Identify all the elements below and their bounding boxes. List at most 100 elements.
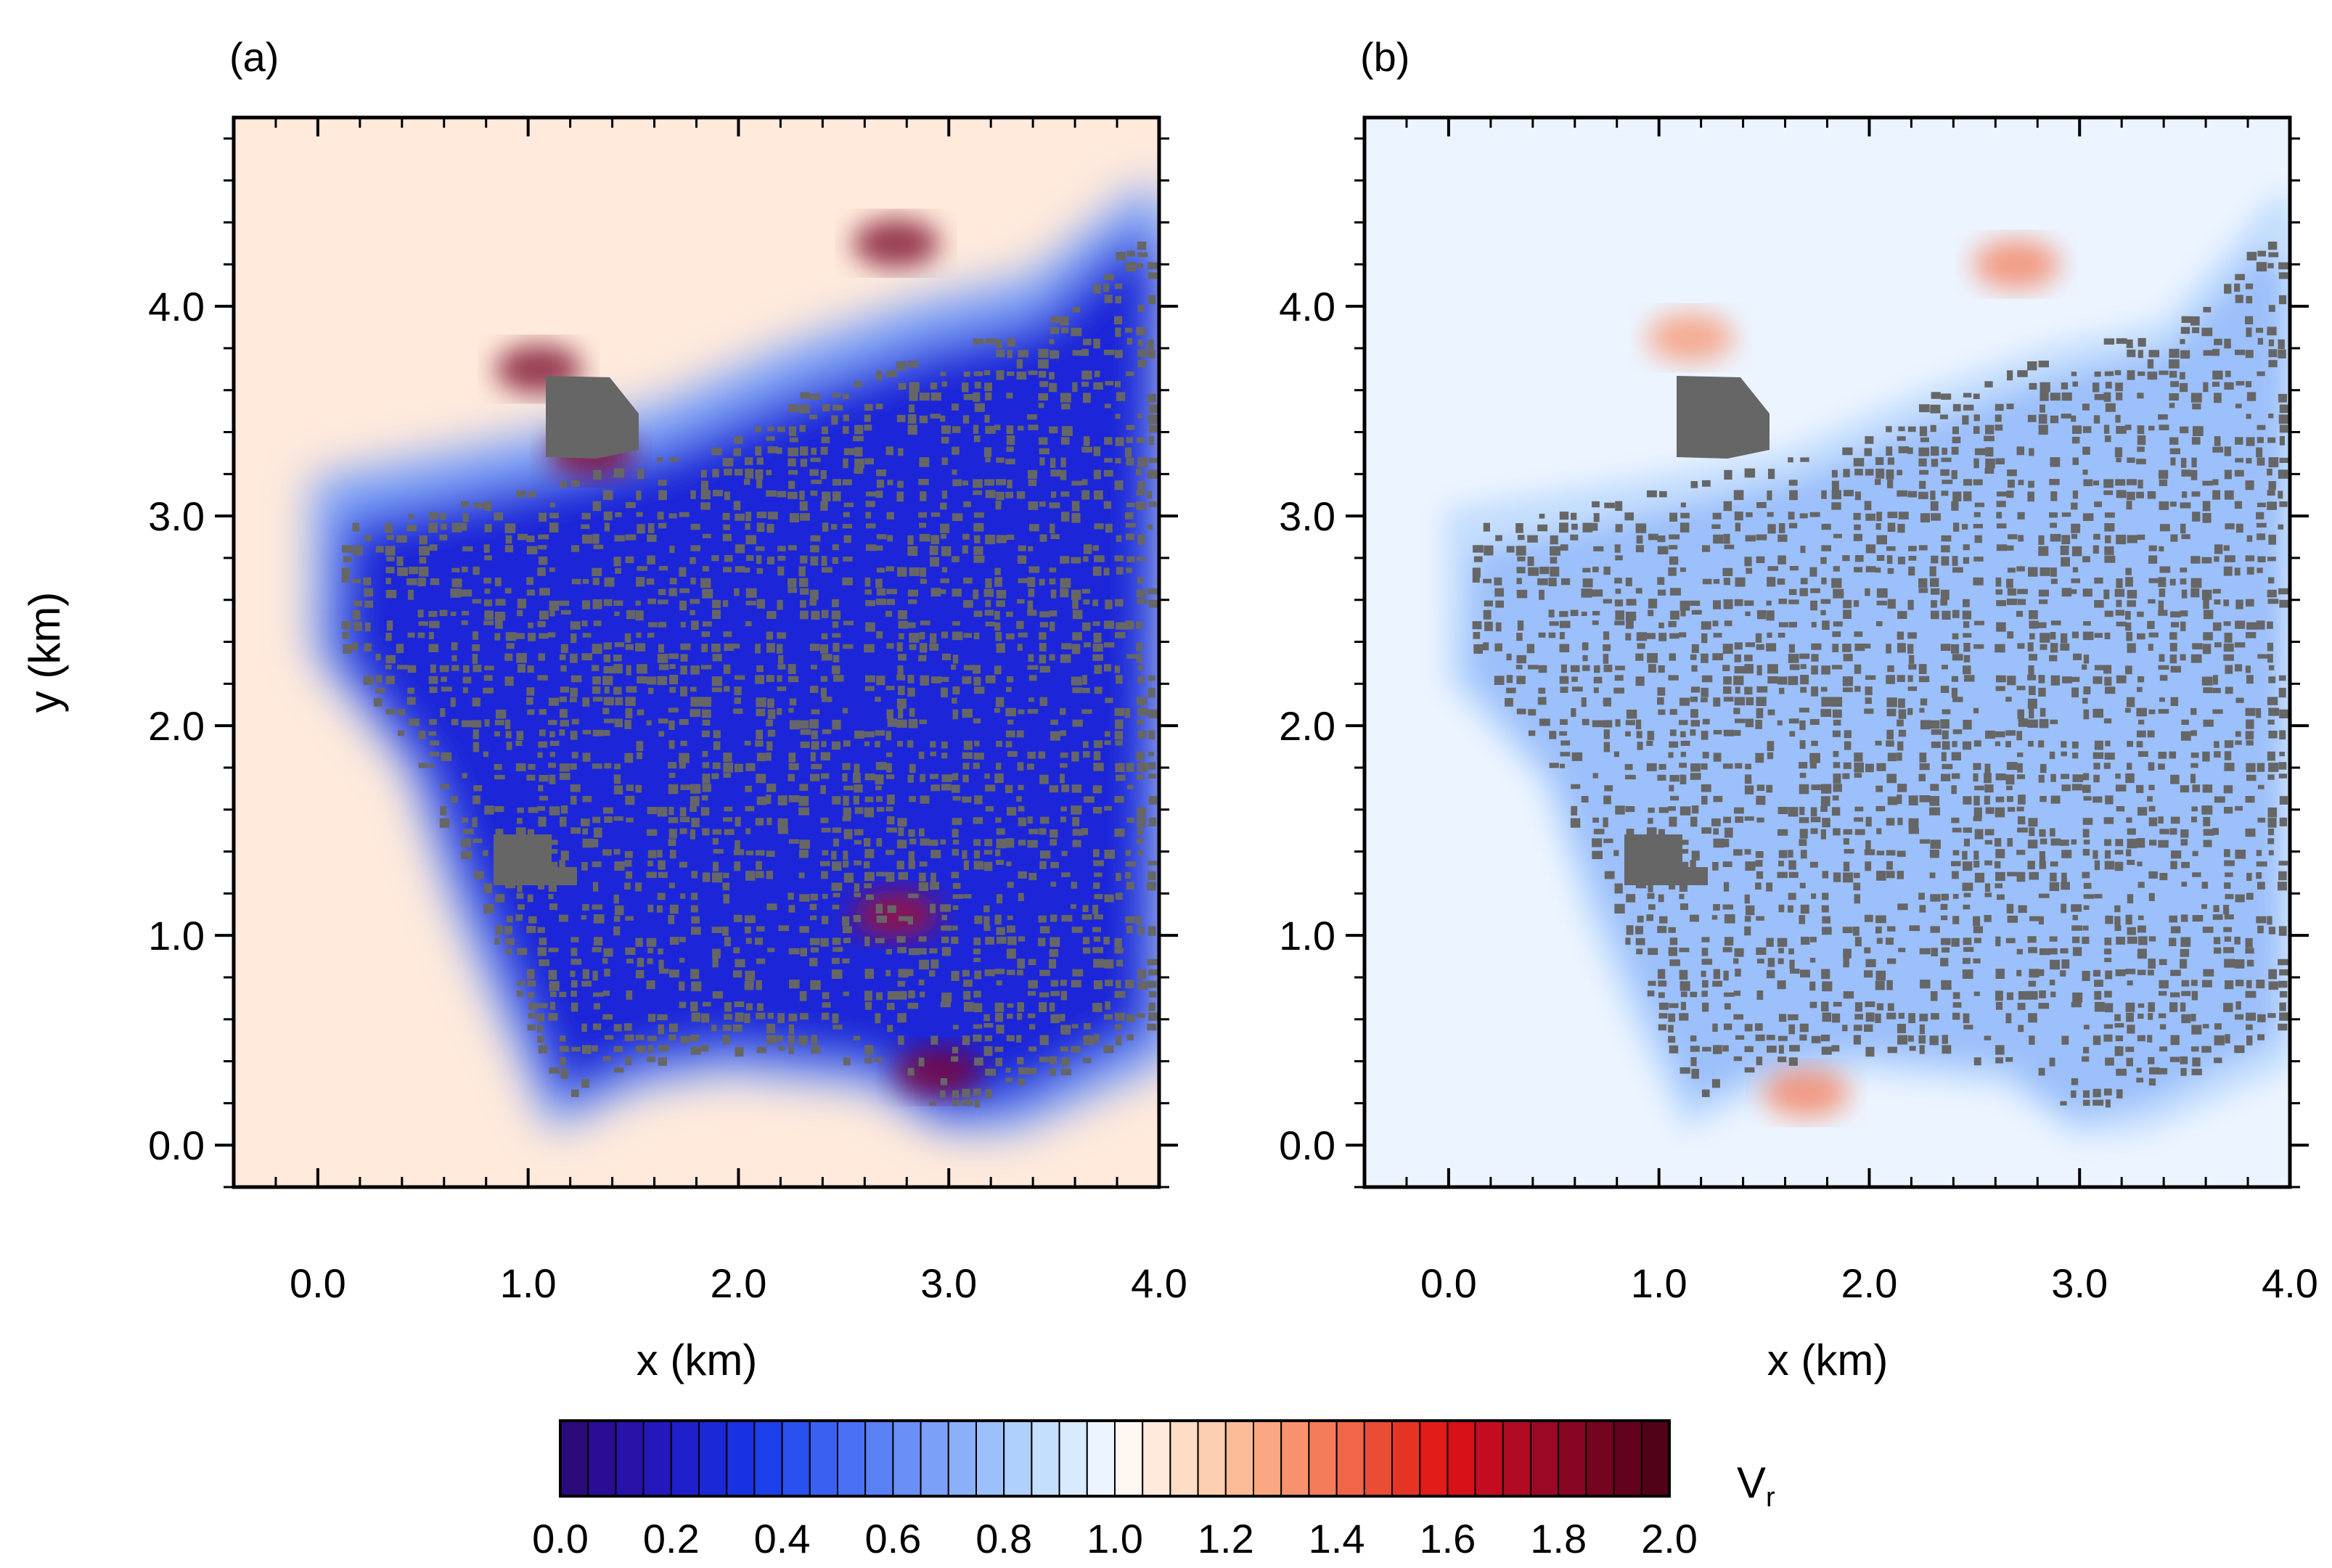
panel-b-y-tick-label: 2.0 <box>1279 703 1335 749</box>
colorbar-label-sub: r <box>1766 1482 1775 1513</box>
colorbar-box <box>670 1420 700 1497</box>
colorbar-box <box>809 1420 839 1497</box>
panel-b: 0.0 1.0 2.0 3.0 4.0 0.0 1.0 2.0 3.0 4.0 (b) x (km… <box>1279 34 2318 1384</box>
colorbar-tick-label: 1.4 <box>1309 1516 1365 1561</box>
panel-a-x-tick-label: 2.0 <box>711 1260 767 1306</box>
colorbar-box <box>1058 1420 1088 1497</box>
colorbar-tick-label: 1.6 <box>1419 1516 1476 1561</box>
colorbar-box <box>1086 1420 1116 1497</box>
colorbar-box <box>698 1420 728 1497</box>
colorbar-tick-label: 1.8 <box>1530 1516 1587 1561</box>
colorbar-box <box>1308 1420 1338 1497</box>
colorbar-box <box>837 1420 867 1497</box>
panel-a-y-tick-label: 2.0 <box>148 703 205 749</box>
colorbar-box <box>975 1420 1005 1497</box>
panel-a-buildings <box>341 242 1159 1108</box>
panel-a-x-axis-label: x (km) <box>637 1336 758 1384</box>
panel-b-hotspot-3 <box>1762 1067 1850 1117</box>
panel-b-x-tick-label: 0.0 <box>1420 1260 1477 1306</box>
panel-a-y-axis-label: y (km) <box>20 592 69 713</box>
colorbar-box <box>1280 1420 1310 1497</box>
colorbar-tick-label: 1.0 <box>1087 1516 1143 1561</box>
colorbar-tick-label: 0.2 <box>643 1516 700 1561</box>
colorbar-box <box>753 1420 783 1497</box>
panel-b-buildings <box>1472 242 2290 1108</box>
colorbar-box <box>1335 1420 1365 1497</box>
panel-b-x-tick-label: 4.0 <box>2262 1260 2318 1306</box>
colorbar-tick-label: 1.2 <box>1198 1516 1254 1561</box>
colorbar-box <box>1003 1420 1033 1497</box>
colorbar-box <box>560 1420 589 1497</box>
panel-a-y-tick-label: 4.0 <box>148 284 205 329</box>
panel-a-y-tick-label: 0.0 <box>148 1122 205 1168</box>
panel-b-ticks: 0.0 1.0 2.0 3.0 4.0 0.0 1.0 2.0 3.0 4.0 <box>1279 118 2318 1306</box>
colorbar-box <box>1502 1420 1532 1497</box>
colorbar-frame <box>559 1419 1671 1498</box>
colorbar-tick-label: 0.4 <box>754 1516 811 1561</box>
colorbar-box <box>1419 1420 1449 1497</box>
colorbar-box <box>1114 1420 1144 1497</box>
colorbar-box <box>864 1420 894 1497</box>
panel-b-hotspot-2 <box>1973 239 2061 290</box>
colorbar-boxes <box>560 1420 1671 1497</box>
panel-a-x-tick-label: 4.0 <box>1131 1260 1187 1306</box>
panel-b-x-axis-label: x (km) <box>1767 1336 1889 1384</box>
panel-b-y-tick-label: 4.0 <box>1279 284 1335 329</box>
colorbar-box <box>615 1420 645 1497</box>
colorbar-box <box>1169 1420 1199 1497</box>
panel-b-y-tick-label: 1.0 <box>1279 913 1335 959</box>
colorbar-box <box>781 1420 811 1497</box>
panel-a-hotspot-5 <box>852 890 940 940</box>
colorbar-box <box>1558 1420 1587 1497</box>
panel-b-y-tick-label: 0.0 <box>1279 1122 1335 1168</box>
colorbar-box <box>1031 1420 1060 1497</box>
panel-a-y-tick-label: 1.0 <box>148 913 205 959</box>
colorbar-tick-label: 2.0 <box>1641 1516 1698 1561</box>
colorbar-box <box>892 1420 922 1497</box>
panel-a: 0.0 1.0 2.0 3.0 4.0 0.0 1.0 2.0 3.0 4.0 (a) x (km… <box>20 34 1187 1384</box>
panel-a-large-building-3 <box>552 867 577 885</box>
colorbar-box <box>587 1420 617 1497</box>
panel-b-label: (b) <box>1360 34 1410 80</box>
colorbar-tick-label: 0.6 <box>864 1516 921 1561</box>
colorbar-box <box>1530 1420 1560 1497</box>
colorbar-tick-label: 0.8 <box>975 1516 1032 1561</box>
panel-a-ticks: 0.0 1.0 2.0 3.0 4.0 0.0 1.0 2.0 3.0 4.0 <box>148 118 1187 1306</box>
panel-a-hotspot-4 <box>894 1047 982 1096</box>
panel-b-x-tick-label: 1.0 <box>1631 1260 1687 1306</box>
panel-a-x-tick-label: 1.0 <box>500 1260 557 1306</box>
colorbar-box <box>1613 1420 1642 1497</box>
panel-b-hotspots <box>1647 239 2061 1117</box>
panel-b-y-tick-label: 3.0 <box>1279 493 1335 539</box>
colorbar-box <box>947 1420 978 1497</box>
colorbar-tick-label: 0.0 <box>532 1516 589 1561</box>
panel-b-large-building-2 <box>1624 834 1682 885</box>
panel-a-label: (a) <box>229 34 279 80</box>
panel-b-city-interior <box>1466 247 2286 1117</box>
colorbar-box <box>1197 1420 1227 1497</box>
panel-b-large-building-3 <box>1682 867 1708 885</box>
colorbar-box <box>1253 1420 1282 1497</box>
panel-a-large-buildings <box>494 376 639 885</box>
colorbar-box <box>1585 1420 1615 1497</box>
colorbar-box <box>1640 1420 1671 1497</box>
colorbar-tick-labels: 0.0 0.2 0.4 0.6 0.8 1.0 1.2 1.4 1.6 1.8 2.0 <box>532 1516 1698 1561</box>
panel-a-large-building-1 <box>546 376 639 459</box>
panel-a-x-tick-label: 3.0 <box>920 1260 977 1306</box>
colorbar-label-main: V <box>1737 1458 1766 1507</box>
panel-a-hotspot-2 <box>852 218 940 268</box>
colorbar-box <box>1224 1420 1255 1497</box>
panel-a-x-tick-label: 0.0 <box>290 1260 346 1306</box>
colorbar-box <box>1447 1420 1476 1497</box>
panel-b-x-tick-label: 2.0 <box>1841 1260 1898 1306</box>
colorbar-box <box>920 1420 949 1497</box>
colorbar-box <box>726 1420 756 1497</box>
colorbar-box <box>1474 1420 1504 1497</box>
colorbar-box <box>1142 1420 1171 1497</box>
colorbar-label: Vr <box>1737 1458 1775 1513</box>
colorbar-box <box>1363 1420 1394 1497</box>
panel-b-large-buildings <box>1624 376 1770 885</box>
panel-a-large-building-2 <box>494 834 552 885</box>
colorbar: 0.0 0.2 0.4 0.6 0.8 1.0 1.2 1.4 1.6 1.8 2.0 Vr <box>532 1419 1775 1561</box>
